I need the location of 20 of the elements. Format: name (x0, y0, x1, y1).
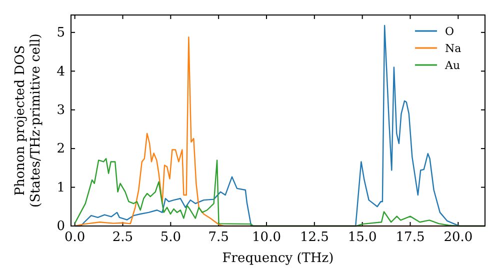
x-tick-label: 7.5 (208, 230, 229, 246)
x-tick-label: 10.0 (252, 230, 281, 246)
x-tick-label: 5.0 (160, 230, 182, 246)
y-tick-label: 5 (56, 26, 65, 41)
y-tick-label: 3 (56, 103, 65, 118)
x-tick-label: 12.5 (300, 230, 329, 246)
y-axis-title: Phonon projected DOS (States/THz·primitive cell) (13, 33, 44, 208)
y-tick-label: 1 (56, 180, 65, 196)
legend-label: Na (445, 42, 462, 55)
x-tick-label: 17.5 (396, 230, 425, 246)
y-tick-label: 2 (56, 142, 65, 157)
x-tick-label: 0.0 (64, 230, 86, 246)
x-tick-label: 15.0 (348, 230, 377, 246)
y-tick-label: 0 (56, 219, 65, 234)
x-tick-label: 20.0 (444, 230, 473, 246)
x-axis-title: Frequency (THz) (222, 251, 334, 266)
legend-label: O (445, 25, 454, 38)
y-tick-label: 4 (56, 64, 65, 80)
legend-label: Au (444, 59, 460, 72)
x-tick-label: 2.5 (112, 230, 134, 246)
